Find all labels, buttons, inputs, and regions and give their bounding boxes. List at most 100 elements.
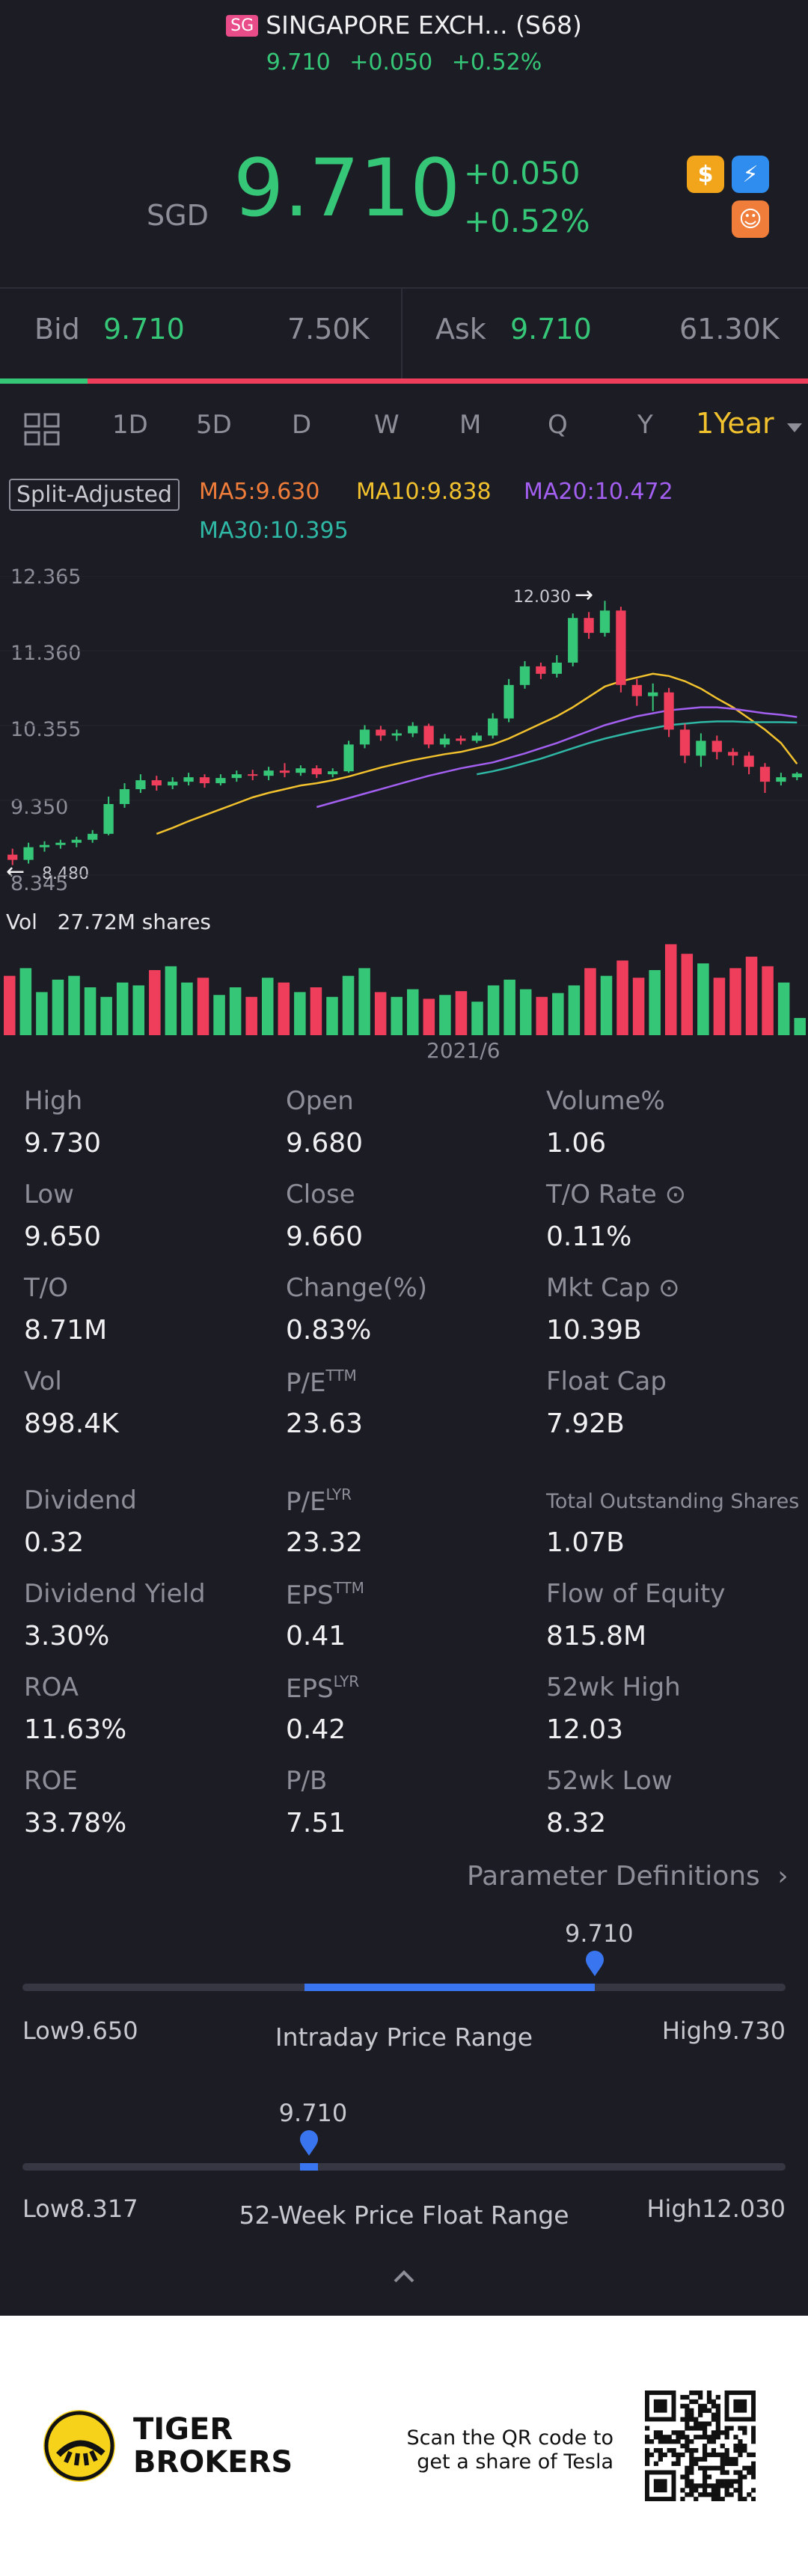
- week52-marker-icon: [299, 2130, 319, 2160]
- stat-label: Total Outstanding Shares: [546, 1490, 799, 1513]
- volume-bar: [536, 996, 548, 1035]
- parameter-definitions-link[interactable]: Parameter Definitions ›: [467, 1861, 789, 1892]
- stat-label: ROE: [24, 1766, 78, 1796]
- stat-label: Dividend: [24, 1485, 137, 1515]
- qr-module: [698, 2408, 703, 2413]
- tab-w[interactable]: W: [374, 410, 400, 440]
- qr-module: [724, 2488, 729, 2493]
- stat-value: 9.650: [24, 1221, 102, 1252]
- qr-module: [671, 2447, 676, 2453]
- qr-module: [689, 2417, 694, 2422]
- bid-price: 9.710: [103, 313, 185, 346]
- flash-icon[interactable]: ⚡: [732, 156, 769, 193]
- qr-module: [689, 2479, 694, 2484]
- qr-module: [676, 2430, 681, 2435]
- qr-module: [676, 2452, 681, 2458]
- volume-bar: [84, 987, 97, 1035]
- qr-module: [671, 2439, 676, 2444]
- stat-value: 8.32: [546, 1808, 607, 1839]
- qr-module: [733, 2479, 738, 2484]
- volume-bar: [487, 985, 500, 1035]
- info-icon[interactable]: ⊙: [650, 1273, 680, 1303]
- qr-module: [676, 2439, 681, 2444]
- qr-module: [720, 2470, 725, 2475]
- qr-module: [738, 2492, 743, 2497]
- qr-module: [685, 2465, 690, 2471]
- qr-module: [742, 2474, 747, 2480]
- stat-label-text: Open: [286, 1086, 354, 1116]
- candle: [664, 687, 674, 737]
- qr-module: [689, 2391, 694, 2396]
- qr-module: [720, 2465, 725, 2471]
- qr-module: [653, 2430, 659, 2435]
- tiger-logo-icon: [43, 2410, 115, 2482]
- qr-module: [742, 2426, 747, 2431]
- qr-module: [658, 2430, 663, 2435]
- qr-module: [747, 2452, 752, 2458]
- volume-bar: [36, 992, 48, 1035]
- qr-module: [715, 2435, 720, 2440]
- orange-app-icon[interactable]: ☺: [732, 200, 769, 238]
- qr-module: [724, 2430, 729, 2435]
- stat-label: ROA: [24, 1672, 79, 1702]
- qr-module: [685, 2435, 690, 2440]
- candle-body: [391, 733, 402, 736]
- qr-module: [685, 2394, 690, 2400]
- candle-body: [616, 610, 626, 685]
- candle-body: [423, 726, 434, 745]
- stat-label-text: P/E: [286, 1487, 326, 1517]
- tab-y[interactable]: Y: [637, 410, 653, 440]
- stat-value: 0.11%: [546, 1221, 632, 1252]
- candle: [744, 752, 754, 775]
- candle-body: [7, 854, 18, 860]
- candle-body: [199, 777, 210, 784]
- tab-1d[interactable]: 1D: [112, 410, 148, 440]
- volume-bar: [149, 969, 161, 1035]
- candle: [359, 725, 370, 749]
- qr-module: [694, 2483, 699, 2488]
- qr-module: [689, 2465, 694, 2471]
- volume-bar: [794, 1017, 806, 1035]
- qr-module: [702, 2470, 708, 2475]
- qr-module: [751, 2435, 756, 2440]
- split-adjusted-toggle[interactable]: Split-Adjusted: [9, 479, 180, 511]
- qr-code[interactable]: [645, 2391, 756, 2501]
- tab-q[interactable]: Q: [548, 410, 568, 440]
- tab-1year[interactable]: 1Year: [696, 407, 774, 440]
- qr-module: [702, 2447, 708, 2453]
- bidask-separator: [401, 289, 403, 378]
- qr-module: [715, 2430, 720, 2435]
- dollar-icon[interactable]: $: [687, 156, 724, 193]
- qr-module: [662, 2439, 667, 2444]
- currency-label: SGD: [147, 199, 209, 232]
- qr-module: [738, 2479, 743, 2484]
- current-price: 9.710: [233, 142, 461, 234]
- volume-bar: [116, 982, 129, 1035]
- tab-m[interactable]: M: [459, 410, 482, 440]
- stat-label-superscript: TTM: [333, 1579, 364, 1597]
- volume-bar: [649, 969, 661, 1035]
- qr-module: [720, 2497, 725, 2501]
- volume-bar: [762, 966, 774, 1035]
- header-quote: 9.710 +0.050 +0.52%: [0, 49, 808, 76]
- qr-module: [715, 2412, 720, 2417]
- qr-module: [733, 2461, 738, 2466]
- chevron-up-icon[interactable]: [391, 2265, 417, 2287]
- chevron-down-icon[interactable]: [787, 423, 802, 432]
- info-icon[interactable]: ⊙: [656, 1180, 687, 1209]
- qr-module: [689, 2492, 694, 2497]
- qr-module: [733, 2470, 738, 2475]
- layout-grid-icon[interactable]: [24, 413, 60, 446]
- qr-module: [689, 2408, 694, 2413]
- qr-module: [645, 2426, 650, 2431]
- stat-value: 11.63%: [24, 1714, 127, 1745]
- candlestick-chart[interactable]: [0, 576, 808, 890]
- qr-module: [645, 2456, 650, 2462]
- stat-label-text: High: [24, 1086, 83, 1116]
- candle: [248, 770, 258, 781]
- tab-5d[interactable]: 5D: [196, 410, 232, 440]
- tab-d[interactable]: D: [292, 410, 312, 440]
- qr-module: [738, 2452, 743, 2458]
- volume-bar: [294, 992, 306, 1035]
- qr-module: [711, 2488, 717, 2493]
